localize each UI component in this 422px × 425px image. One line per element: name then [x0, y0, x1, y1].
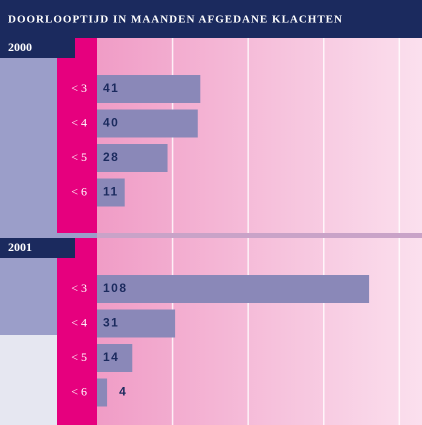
y-tick-label: < 6 [71, 184, 87, 198]
chart-title: DOORLOOPTIJD IN MAANDEN AFGEDANE KLACHTE… [8, 14, 343, 26]
value-label: 14 [103, 350, 119, 364]
bar [97, 344, 133, 372]
bar [97, 275, 370, 303]
bar [97, 144, 168, 172]
group-label: 2001 [8, 240, 32, 254]
value-label: 4 [119, 385, 127, 399]
bar [97, 178, 125, 207]
group-label-box [0, 238, 75, 258]
value-label: 40 [103, 116, 119, 130]
y-tick-label: < 4 [71, 315, 87, 329]
value-label: 31 [103, 316, 119, 330]
value-label: 41 [103, 81, 119, 95]
y-tick-label: < 3 [71, 281, 87, 295]
category-strip [57, 238, 97, 425]
y-tick-label: < 5 [71, 150, 87, 164]
bar [97, 109, 198, 138]
y-tick-label: < 6 [71, 384, 87, 398]
bar [97, 378, 108, 407]
bar [97, 75, 201, 103]
y-tick-label: < 5 [71, 350, 87, 364]
group-label: 2000 [8, 40, 32, 54]
separator [97, 233, 422, 238]
y-tick-label: < 4 [71, 115, 87, 129]
value-label: 11 [103, 185, 119, 199]
group-label-box [0, 38, 75, 58]
value-label: 108 [103, 281, 128, 295]
title-bar [0, 0, 422, 38]
y-tick-label: < 3 [71, 81, 87, 95]
value-label: 28 [103, 150, 119, 164]
bar [97, 309, 176, 338]
category-strip [57, 38, 97, 233]
